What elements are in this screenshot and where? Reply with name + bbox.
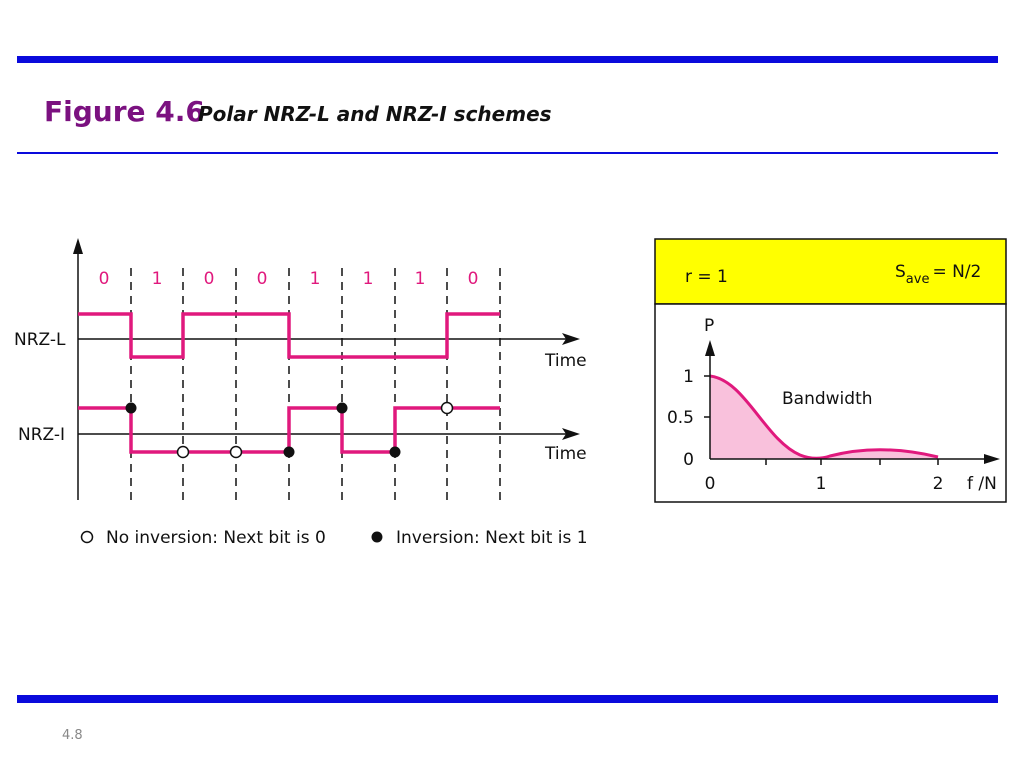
arrow (73, 238, 83, 254)
s-ave: Save = N/2 (895, 262, 981, 287)
no-inversion-dot (440, 401, 454, 415)
bandwidth-label: Bandwidth (782, 389, 873, 409)
top-rule (17, 56, 998, 63)
bit: 0 (257, 269, 268, 289)
legend-text: No inversion: Next bit is 0 (106, 528, 326, 548)
y-label: P (704, 316, 714, 336)
x-tick-label: 0 (705, 474, 716, 494)
bottom-rule (17, 695, 998, 703)
arrow (562, 333, 580, 345)
signal-diagram: 0 1 0 0 1 1 1 0 NRZ-L Time NRZ-I Time No… (14, 238, 588, 548)
arrow (705, 340, 715, 356)
legend-text: Inversion: Next bit is 1 (396, 528, 588, 548)
bit: 1 (310, 269, 321, 289)
x-tick-label: 2 (933, 474, 944, 494)
nrz-l-label: NRZ-L (14, 330, 66, 350)
bit: 0 (99, 269, 110, 289)
arrow (562, 428, 580, 440)
spectrum-box: r = 1 Save = N/2 P 1 0.5 0 0 1 2 f /N Ban… (654, 238, 1007, 503)
no-inversion-dot (229, 445, 243, 459)
spectrum-curve (709, 374, 939, 460)
figure-title: Figure 4.6 (44, 95, 205, 128)
no-inversion-dot (176, 445, 190, 459)
spectrum-fill (710, 376, 938, 459)
arrow (984, 454, 1000, 464)
nrz-l-wave (78, 312, 500, 359)
s-value: = N/2 (932, 262, 981, 282)
inversion-dot (389, 446, 401, 458)
s: S (895, 262, 906, 282)
dashes (130, 268, 501, 500)
time-label: Time (544, 351, 587, 371)
nrz-i-label: NRZ-I (18, 425, 65, 445)
time-label: Time (544, 444, 587, 464)
legend-symbol (371, 531, 383, 543)
x-tick-label: 1 (816, 474, 827, 494)
y-tick-label: 0.5 (667, 408, 694, 428)
ratio: r = 1 (685, 267, 728, 287)
inversion-dot (336, 402, 348, 414)
inversion-dot (283, 446, 295, 458)
y-tick-label: 0 (683, 450, 694, 470)
legend-symbol (80, 530, 94, 544)
bit: 0 (468, 269, 479, 289)
bit: 0 (204, 269, 215, 289)
y-tick-label: 1 (683, 367, 694, 387)
s-sub: ave (906, 272, 930, 287)
page-number: 4.8 (62, 728, 83, 743)
figure-subtitle: Polar NRZ-L and NRZ-I schemes (198, 102, 552, 126)
title-rule (17, 152, 998, 154)
bit: 1 (363, 269, 374, 289)
box-header (654, 238, 1007, 305)
bit: 1 (415, 269, 426, 289)
nrz-i-wave (78, 406, 500, 454)
bit: 1 (152, 269, 163, 289)
inversion-dot (125, 402, 137, 414)
x-label: f /N (967, 474, 997, 494)
